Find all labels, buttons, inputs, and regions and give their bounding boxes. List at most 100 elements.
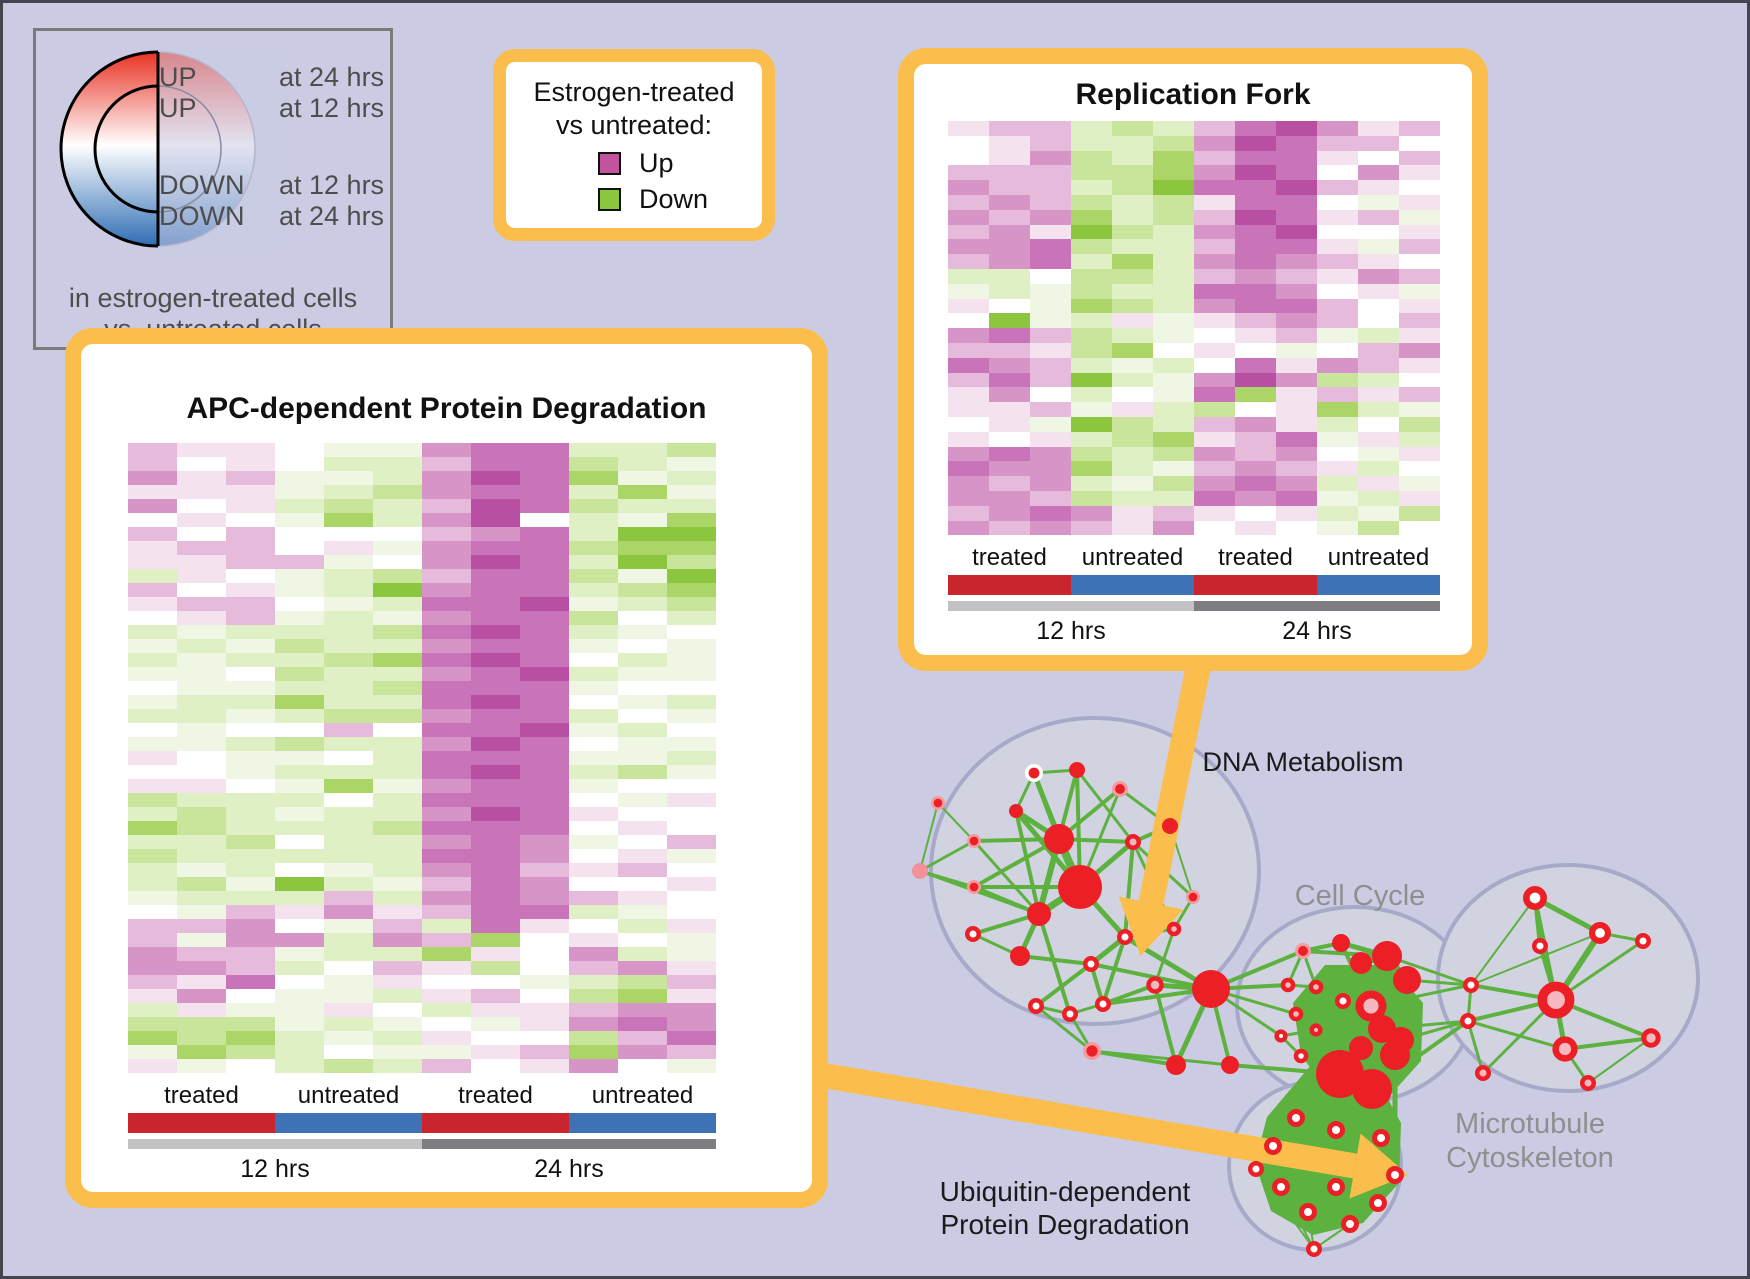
heatmap-cell	[177, 863, 226, 877]
heatmap-cell	[618, 597, 667, 611]
heatmap-cell	[226, 639, 275, 653]
gene-node-white-center	[1027, 997, 1045, 1015]
heatmap-cell	[1235, 476, 1276, 491]
heatmap-cell	[520, 485, 569, 499]
untreated-bar	[275, 1113, 422, 1133]
heatmap-cell	[667, 611, 716, 625]
heatmap-cell	[1194, 239, 1235, 255]
heatmap-cell	[1153, 194, 1194, 210]
heatmap-cell	[520, 1059, 569, 1073]
heatmap-cell	[1317, 180, 1358, 195]
heatmap-cell	[1276, 461, 1317, 477]
heatmap-cell	[177, 667, 226, 681]
heatmap-cell	[618, 1031, 667, 1045]
heatmap-cell	[471, 1003, 520, 1017]
heatmap-cell	[520, 765, 569, 779]
heatmap-cell	[1399, 313, 1440, 329]
gene-node-white-center	[1299, 1203, 1317, 1221]
color-legend-title: Estrogen-treated vs untreated:	[506, 76, 762, 142]
heatmap-cell	[373, 457, 422, 471]
cluster-label: Protein Degradation	[940, 1209, 1189, 1240]
heatmap-cell	[226, 541, 275, 555]
condition-group-label: untreated	[1081, 544, 1184, 572]
gene-node-solid	[1058, 865, 1102, 909]
heatmap-cell	[1030, 357, 1071, 373]
heatmap-cell	[520, 639, 569, 653]
up-label: Up	[639, 147, 674, 178]
heatmap-cell	[1194, 520, 1235, 536]
heatmap-cell	[989, 180, 1030, 195]
heatmap-cell	[226, 611, 275, 625]
heatmap-cell	[177, 807, 226, 821]
cluster-label: Microtubule	[1455, 1108, 1605, 1140]
gene-node-solid	[1332, 934, 1350, 952]
callout-arrow-shaft	[1138, 650, 1214, 906]
heatmap-cell	[1194, 416, 1235, 432]
network-edge	[1034, 962, 1093, 1008]
heatmap-cell	[1276, 180, 1317, 195]
heatmap-cell	[1030, 476, 1071, 491]
heatmap-cell	[1399, 505, 1440, 521]
heatmap-cell	[275, 709, 324, 723]
heatmap-cell	[667, 1045, 716, 1059]
heatmap-cell	[177, 639, 226, 653]
heatmap-cell	[226, 919, 275, 933]
network-edge	[1564, 1036, 1652, 1051]
heatmap-cell	[569, 877, 618, 891]
heatmap-cell	[1276, 268, 1317, 284]
heatmap-cell	[324, 597, 373, 611]
heatmap-cell	[1399, 135, 1440, 151]
heatmap-cell	[373, 527, 422, 541]
heatmap-cell	[1071, 298, 1112, 314]
heatmap-cell	[1358, 209, 1399, 225]
heatmap-cell	[275, 1017, 324, 1031]
color-legend-title-line1: Estrogen-treated	[533, 77, 735, 107]
heatmap-cell	[667, 905, 716, 919]
heatmap-cell	[1153, 209, 1194, 225]
heatmap-cell	[1112, 298, 1153, 314]
heatmap-cell	[989, 298, 1030, 314]
cluster-label: DNA Metabolism	[1202, 747, 1403, 777]
heatmap-cell	[471, 1017, 520, 1031]
heatmap-cell	[618, 933, 667, 947]
heatmap-cell	[324, 919, 373, 933]
heatmap-cell	[569, 751, 618, 765]
heatmap-cell	[1030, 416, 1071, 432]
heatmap-cell	[1358, 505, 1399, 521]
heatmap-cell	[177, 779, 226, 793]
heatmap-cell	[1317, 150, 1358, 166]
heatmap-cell	[1112, 135, 1153, 151]
heatmap-cell	[569, 723, 618, 737]
heatmap-cell	[1317, 402, 1358, 417]
heatmap-cell	[1194, 283, 1235, 299]
heatmap-cell	[422, 989, 471, 1003]
heatmap-cell	[324, 499, 373, 513]
apc-heatmap-block: treated untreated treated untreated 12 hrs 2…	[128, 443, 716, 1184]
heatmap-cell	[618, 793, 667, 807]
heatmap-cell	[667, 499, 716, 513]
time-label: 12 hrs	[240, 1155, 310, 1183]
heatmap-cell	[275, 1003, 324, 1017]
heatmap-cell	[422, 975, 471, 989]
heatmap-cell	[1194, 402, 1235, 417]
heatmap-cell	[1153, 357, 1194, 373]
heatmap-cell	[667, 779, 716, 793]
heatmap-cell	[128, 457, 177, 471]
heatmap-cell	[226, 863, 275, 877]
heatmap-cell	[422, 947, 471, 961]
heatmap-cell	[569, 821, 618, 835]
heatmap-cell	[1358, 520, 1399, 536]
heatmap-cell	[1317, 313, 1358, 329]
heatmap-cell	[520, 611, 569, 625]
heatmap-cell	[275, 583, 324, 597]
heatmap-cell	[667, 975, 716, 989]
gene-node-core	[1115, 784, 1125, 794]
bar-24hrs	[1194, 601, 1440, 612]
heatmap-cell	[1071, 461, 1112, 477]
heatmap-cell	[618, 919, 667, 933]
heatmap-cell	[1317, 224, 1358, 240]
network-edge	[919, 802, 939, 872]
heatmap-cell	[471, 611, 520, 625]
heatmap-cell	[948, 121, 989, 136]
condition-group-label: untreated	[1327, 544, 1430, 572]
